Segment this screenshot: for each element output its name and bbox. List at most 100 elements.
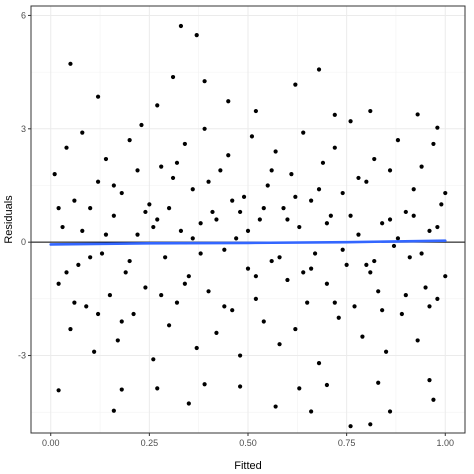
scatter-point xyxy=(72,198,77,203)
y-tick-label: 0 xyxy=(21,237,26,247)
scatter-point xyxy=(147,202,152,207)
scatter-point xyxy=(99,251,105,256)
scatter-point xyxy=(95,311,101,317)
scatter-point xyxy=(88,255,93,260)
scatter-point xyxy=(368,422,373,427)
x-tick-label: 0.50 xyxy=(239,438,257,448)
scatter-point xyxy=(285,217,290,222)
scatter-point xyxy=(206,179,211,184)
scatter-point xyxy=(123,270,128,275)
scatter-point xyxy=(269,168,274,173)
scatter-point xyxy=(352,304,357,309)
scatter-point xyxy=(119,387,124,392)
scatter-point xyxy=(399,311,404,317)
scatter-point xyxy=(301,130,306,135)
scatter-point xyxy=(127,258,132,264)
y-tick-label: -3 xyxy=(18,351,26,361)
scatter-point xyxy=(285,277,290,283)
scatter-point xyxy=(257,217,262,222)
scatter-point xyxy=(281,206,286,211)
scatter-point xyxy=(111,213,116,218)
scatter-point xyxy=(383,349,389,354)
scatter-point xyxy=(340,190,345,196)
scatter-point xyxy=(340,247,345,252)
scatter-point xyxy=(439,202,444,207)
scatter-point xyxy=(64,145,69,150)
scatter-point xyxy=(241,194,247,199)
scatter-point xyxy=(214,217,219,222)
scatter-point xyxy=(103,156,109,162)
scatter-point xyxy=(261,206,266,211)
scatter-point xyxy=(95,179,101,184)
scatter-point xyxy=(222,304,227,309)
scatter-point xyxy=(186,401,191,406)
scatter-point xyxy=(238,384,243,389)
scatter-point xyxy=(273,149,278,154)
scatter-point xyxy=(332,112,337,117)
scatter-point xyxy=(178,23,184,29)
x-axis-ticks: 0.00 0.25 0.50 0.75 1.00 xyxy=(42,433,454,448)
scatter-point xyxy=(332,145,337,150)
scatter-point xyxy=(72,300,77,305)
scatter-point xyxy=(155,217,160,222)
scatter-point xyxy=(198,251,203,256)
scatter-point xyxy=(435,125,440,130)
scatter-point xyxy=(202,382,207,387)
scatter-point xyxy=(163,255,168,260)
scatter-point xyxy=(210,209,215,215)
scatter-point xyxy=(356,232,361,237)
scatter-point xyxy=(261,319,266,324)
y-axis-title: Residuals xyxy=(3,195,15,244)
y-tick-label: 6 xyxy=(21,10,26,20)
scatter-point xyxy=(190,187,195,192)
x-tick-label: 0.25 xyxy=(141,438,159,448)
scatter-point xyxy=(60,224,65,230)
scatter-point xyxy=(111,408,116,413)
scatter-point xyxy=(194,33,199,38)
x-tick-label: 0.75 xyxy=(338,438,356,448)
scatter-point xyxy=(80,130,85,135)
scatter-point xyxy=(155,103,160,108)
scatter-point xyxy=(407,255,412,260)
scatter-point xyxy=(218,168,223,173)
scatter-point xyxy=(419,164,424,169)
scatter-point xyxy=(76,262,81,267)
scatter-point xyxy=(166,323,172,328)
scatter-point xyxy=(403,292,408,298)
scatter-point xyxy=(238,209,243,215)
scatter-point xyxy=(245,228,251,233)
scatter-point xyxy=(387,409,393,414)
scatter-point xyxy=(328,213,333,218)
scatter-point xyxy=(427,304,432,309)
scatter-point xyxy=(309,266,314,271)
scatter-point xyxy=(293,326,298,332)
smooth-line-path xyxy=(49,239,447,246)
scatter-point xyxy=(135,232,140,237)
scatter-point xyxy=(182,141,187,147)
scatter-point xyxy=(293,82,298,87)
scatter-point xyxy=(143,285,148,290)
x-tick-label: 0.00 xyxy=(42,438,60,448)
scatter-point xyxy=(206,289,211,294)
scatter-point xyxy=(297,386,302,391)
scatter-point xyxy=(277,255,282,260)
scatter-point xyxy=(174,160,180,165)
scatter-point xyxy=(238,353,243,358)
scatter-point xyxy=(380,221,385,226)
scatter-point xyxy=(376,380,381,385)
scatter-point xyxy=(166,206,172,211)
scatter-point xyxy=(186,274,191,279)
scatter-point xyxy=(423,285,428,290)
scatter-point xyxy=(419,251,424,256)
scatter-point xyxy=(245,266,251,271)
scatter-point xyxy=(277,342,282,347)
scatter-point xyxy=(265,183,270,188)
scatter-point xyxy=(182,281,187,286)
data-points xyxy=(52,23,448,429)
scatter-point xyxy=(324,281,330,286)
scatter-point xyxy=(301,270,306,275)
scatter-point xyxy=(443,190,448,196)
scatter-point xyxy=(202,126,207,131)
scatter-point xyxy=(253,274,258,279)
scatter-point xyxy=(198,221,203,226)
